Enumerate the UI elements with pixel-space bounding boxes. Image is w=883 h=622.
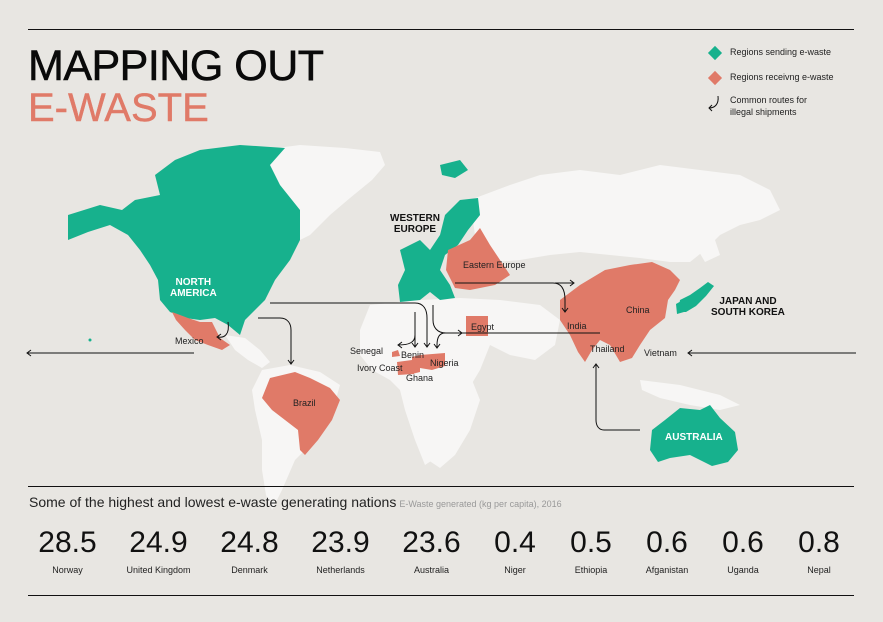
shipping-routes: [26, 279, 856, 431]
label-mexico: Mexico: [175, 336, 204, 346]
legend-item-sending: Regions sending e-waste: [706, 45, 834, 71]
legend-item-routes: Common routes for illegal shipments: [706, 94, 834, 119]
stat-item: 0.6 Afganistan: [645, 526, 689, 575]
label-egypt: Egypt: [471, 322, 495, 332]
neutral-land: [225, 145, 780, 510]
top-divider: [28, 29, 854, 30]
label-thailand: Thailand: [590, 344, 625, 354]
legend-item-receiving: Regions receivng e-waste: [706, 70, 834, 96]
stats-subheading: E-Waste generated (kg per capita), 2016: [399, 499, 562, 509]
label-senegal: Senegal: [350, 346, 384, 356]
label-china: China: [626, 305, 650, 315]
receiving-regions: [172, 228, 680, 455]
stat-item: 23.9 Netherlands: [311, 526, 370, 575]
brazil-shape: [262, 372, 340, 455]
label-north-america: NORTH AMERICA: [170, 277, 217, 299]
australia-shape: [650, 405, 738, 466]
stats-list: 28.5 Norway 24.9 United Kingdom 24.8 Denmar…: [22, 525, 857, 575]
asia-receiving-shape: [560, 262, 680, 362]
stat-item: 0.4 Niger: [494, 526, 536, 575]
stat-item: 0.6 Uganda: [722, 526, 764, 575]
label-benin: Benin: [401, 350, 425, 360]
stat-item: 24.9 United Kingdom: [126, 526, 191, 575]
mexico-shape: [172, 312, 230, 350]
stat-item: 0.5 Ethiopia: [570, 526, 612, 575]
japan-korea-shape: [676, 282, 714, 314]
stats-top-divider: [28, 486, 854, 487]
label-ghana: Ghana: [406, 373, 434, 383]
page-subtitle: E-WASTE: [28, 86, 209, 130]
legend: Regions sending e-waste Regions receivng…: [706, 45, 834, 119]
label-brazil: Brazil: [293, 398, 316, 408]
stat-item: 0.8 Nepal: [798, 526, 840, 575]
label-vietnam: Vietnam: [644, 348, 677, 358]
stat-item: 24.8 Denmark: [220, 526, 279, 575]
egypt-shape: [466, 316, 488, 336]
western-europe-shape: [398, 198, 480, 302]
eastern-europe-shape: [446, 228, 510, 290]
label-nigeria: Nigeria: [430, 358, 459, 368]
stats-bottom-divider: [28, 595, 854, 596]
label-western-europe: WESTERN EUROPE: [390, 213, 440, 235]
label-eastern-europe: Eastern Europe: [463, 260, 526, 270]
stat-item: 23.6 Australia: [402, 526, 461, 575]
sending-regions: [68, 145, 738, 466]
label-japan-korea: JAPAN AND SOUTH KOREA: [711, 296, 785, 318]
label-ivory-coast: Ivory Coast: [357, 363, 403, 373]
stats-heading: Some of the highest and lowest e-waste g…: [29, 494, 562, 510]
label-india: India: [567, 321, 587, 331]
north-america-shape: [68, 145, 300, 335]
label-australia: AUSTRALIA: [665, 432, 723, 443]
page-title: MAPPING OUT: [28, 42, 325, 90]
curved-arrow-icon: [708, 95, 719, 112]
stat-item: 28.5 Norway: [38, 526, 97, 575]
